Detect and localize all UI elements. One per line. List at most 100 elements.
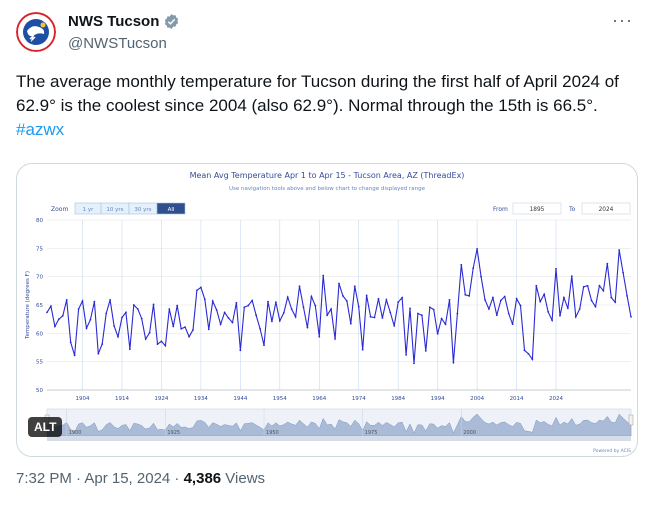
data-point bbox=[322, 274, 325, 277]
data-point bbox=[405, 353, 407, 356]
data-point bbox=[203, 298, 206, 301]
data-point bbox=[306, 326, 309, 329]
data-point bbox=[630, 316, 632, 318]
data-point bbox=[298, 285, 301, 288]
data-point bbox=[511, 323, 514, 326]
data-point bbox=[531, 358, 534, 361]
data-point bbox=[121, 316, 123, 319]
account-handle[interactable]: @NWSTucson bbox=[68, 35, 167, 52]
data-point bbox=[180, 327, 183, 330]
navigator-scrollbar[interactable] bbox=[47, 437, 631, 441]
account-name-row[interactable]: NWS Tucson bbox=[68, 13, 180, 30]
data-point bbox=[85, 327, 88, 330]
data-point bbox=[109, 299, 112, 301]
data-point bbox=[101, 343, 104, 345]
data-point bbox=[495, 314, 498, 317]
data-point bbox=[93, 300, 96, 303]
nws-logo-avatar[interactable] bbox=[16, 12, 56, 52]
data-point bbox=[417, 312, 419, 315]
data-point bbox=[456, 312, 459, 315]
zoom-button-label[interactable]: 30 yrs bbox=[134, 207, 151, 213]
data-point bbox=[602, 289, 605, 292]
data-point bbox=[594, 305, 597, 308]
data-point bbox=[559, 314, 561, 317]
data-point bbox=[113, 325, 115, 327]
zoom-button-label[interactable]: 10 yrs bbox=[106, 207, 123, 213]
data-point bbox=[491, 296, 494, 299]
data-point bbox=[523, 349, 526, 352]
data-point bbox=[132, 304, 135, 306]
data-point bbox=[610, 296, 613, 299]
data-point bbox=[409, 307, 411, 310]
zoom-button-label[interactable]: 1 yr bbox=[83, 207, 95, 213]
data-point bbox=[148, 331, 151, 334]
alt-text-badge[interactable]: ALT bbox=[28, 417, 63, 437]
data-point bbox=[61, 314, 64, 317]
hashtag-link[interactable]: #azwx bbox=[16, 120, 65, 139]
data-point bbox=[393, 325, 396, 327]
data-point bbox=[385, 299, 388, 301]
data-point bbox=[507, 312, 510, 315]
x-tick-label: 1924 bbox=[154, 396, 168, 402]
data-point bbox=[622, 271, 625, 274]
data-point bbox=[294, 316, 297, 318]
data-point bbox=[81, 300, 84, 302]
from-input[interactable] bbox=[512, 202, 562, 215]
x-tick-label: 1964 bbox=[312, 396, 326, 402]
x-tick-label: 1944 bbox=[233, 396, 247, 402]
data-point bbox=[219, 323, 222, 326]
data-point bbox=[527, 352, 530, 355]
data-point bbox=[566, 307, 569, 310]
data-point bbox=[251, 299, 254, 302]
zoom-button-label[interactable]: All bbox=[168, 207, 175, 213]
data-point bbox=[97, 352, 100, 355]
x-tick-label: 1934 bbox=[194, 396, 208, 402]
data-point bbox=[381, 317, 384, 319]
zoom-button[interactable] bbox=[156, 202, 186, 215]
navigator-tick-label: 1950 bbox=[266, 430, 279, 436]
x-tick-label: 1914 bbox=[115, 396, 129, 402]
data-point bbox=[271, 320, 273, 323]
x-tick-label: 2024 bbox=[549, 396, 563, 402]
x-tick-label: 2014 bbox=[510, 396, 524, 402]
data-point bbox=[247, 304, 250, 307]
data-point bbox=[397, 301, 400, 304]
to-value: 2024 bbox=[599, 207, 614, 213]
data-point bbox=[436, 333, 439, 335]
data-point bbox=[227, 317, 230, 319]
data-point bbox=[267, 300, 269, 303]
account-name[interactable]: NWS Tucson bbox=[68, 13, 160, 30]
y-tick-label: 50 bbox=[36, 388, 43, 394]
x-tick-label: 1904 bbox=[76, 396, 90, 402]
data-point bbox=[420, 314, 423, 317]
data-point bbox=[401, 296, 404, 299]
chart-image-card[interactable]: Mean Avg Temperature Apr 1 to Apr 15 - T… bbox=[16, 163, 638, 457]
data-point bbox=[196, 289, 198, 292]
data-point bbox=[598, 284, 601, 287]
data-point bbox=[176, 304, 179, 307]
navigator-right-handle[interactable] bbox=[628, 414, 634, 426]
x-tick-label: 1984 bbox=[391, 396, 405, 402]
data-point bbox=[274, 301, 277, 304]
timestamp[interactable]: 7:32 PM · Apr 15, 2024 · bbox=[16, 470, 184, 487]
data-point bbox=[539, 300, 542, 303]
x-tick-label: 1994 bbox=[431, 396, 445, 402]
data-point bbox=[480, 275, 482, 278]
data-point bbox=[243, 306, 246, 309]
data-point bbox=[231, 321, 234, 324]
navigator-tick-label: 2000 bbox=[463, 430, 476, 436]
data-point bbox=[184, 326, 187, 328]
data-point bbox=[452, 361, 455, 364]
data-point bbox=[614, 301, 617, 304]
y-tick-label: 75 bbox=[36, 246, 43, 252]
data-point bbox=[164, 344, 167, 347]
data-point bbox=[361, 348, 364, 351]
more-options-icon[interactable]: ··· bbox=[612, 10, 633, 30]
data-point bbox=[77, 308, 80, 310]
data-point bbox=[172, 325, 175, 328]
tweet-meta: 7:32 PM · Apr 15, 2024 · 4,386 Views bbox=[16, 470, 265, 487]
temperature-chart: Mean Avg Temperature Apr 1 to Apr 15 - T… bbox=[25, 171, 634, 454]
to-input[interactable] bbox=[581, 202, 631, 215]
data-point bbox=[472, 267, 475, 270]
data-point bbox=[192, 329, 194, 331]
